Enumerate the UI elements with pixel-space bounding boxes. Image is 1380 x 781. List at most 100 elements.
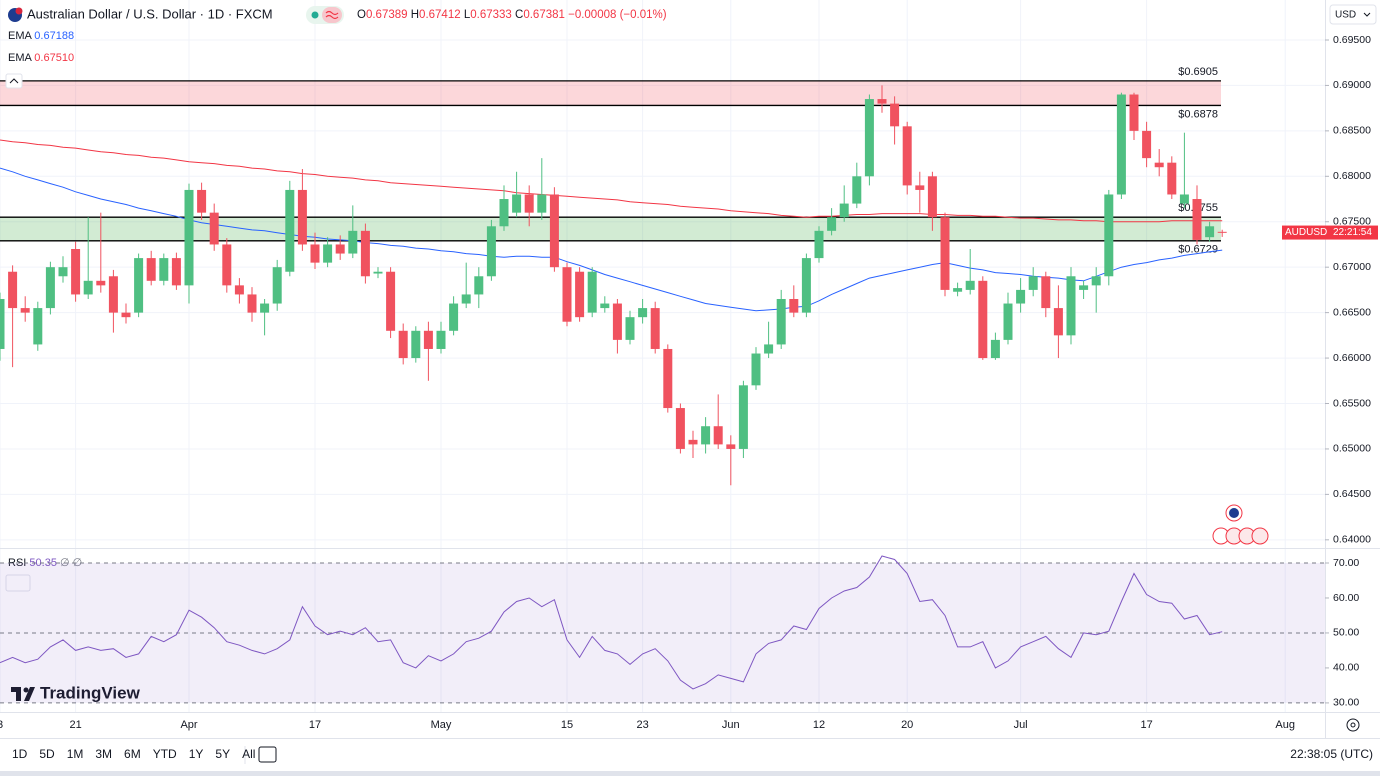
candle-body [247, 294, 257, 313]
x-tick-label: 12 [813, 719, 825, 731]
candle-body [738, 385, 748, 449]
rsi-params: ∅ ∅ [60, 557, 82, 569]
collapse-button[interactable] [5, 73, 23, 89]
ohlc-value: 0.67412 [419, 9, 461, 21]
timeframe-button[interactable]: YTD [153, 747, 177, 761]
rsi-band [0, 562, 1325, 703]
timeframe-button[interactable]: All [242, 747, 255, 761]
zone [0, 80, 1221, 106]
candle-body [373, 271, 383, 274]
candle-body [965, 280, 975, 290]
timeframe-button[interactable]: 5D [39, 747, 55, 761]
timeframe-button[interactable]: 5Y [215, 747, 230, 761]
rsi-tick-label: 70.00 [1333, 557, 1359, 569]
candle-body [512, 194, 522, 213]
candle-body [121, 312, 131, 318]
collapse-button[interactable] [5, 574, 31, 592]
currency: USD [1335, 10, 1356, 21]
event-flag [1251, 527, 1269, 545]
rsi-tick-label: 60.00 [1333, 592, 1359, 604]
y-tick-label: 0.67500 [1333, 216, 1371, 228]
candle-body [638, 308, 648, 318]
y-tick-label: 0.64500 [1333, 488, 1371, 500]
brand: TradingView [40, 683, 141, 702]
calendar-icon[interactable] [258, 746, 277, 763]
ohlc-readout: O0.67389 H0.67412 L0.67333 C0.67381 −0.0… [357, 9, 667, 21]
ema-label: EMA 0.67510 [8, 52, 74, 64]
symbol-title: Australian Dollar / U.S. Dollar · 1D · F… [27, 6, 273, 21]
ema-name: EMA [8, 52, 33, 64]
y-tick-label: 0.65000 [1333, 443, 1371, 455]
ema-line [0, 167, 1223, 312]
candle-body [902, 126, 912, 186]
candle-body [209, 212, 219, 245]
candle-body [1205, 226, 1215, 238]
candle-body [940, 217, 950, 290]
zone-label: $0.6905 [1178, 66, 1218, 78]
change: −0.00008 (−0.01%) [568, 9, 667, 21]
candle-body [726, 444, 736, 449]
candle-body [562, 267, 572, 322]
candle-body [864, 99, 874, 177]
candle-body [1154, 162, 1164, 168]
candle-body [814, 230, 824, 259]
candle-body [701, 426, 711, 445]
y-tick-label: 0.69500 [1333, 34, 1371, 46]
x-tick-label: Apr [180, 719, 197, 731]
price-tag-countdown: 22:21:54 [1333, 227, 1372, 238]
candle-body [675, 408, 685, 449]
candle-body [474, 276, 484, 295]
timeframe-button[interactable]: 1Y [189, 747, 204, 761]
y-tick-label: 0.68500 [1333, 125, 1371, 137]
candle-body [1217, 231, 1227, 233]
candle-body [612, 303, 622, 340]
zone-label: $0.6878 [1178, 108, 1218, 120]
candle-body [96, 280, 106, 286]
candle-body [1129, 94, 1139, 131]
candle-body [575, 271, 585, 318]
settings-icon[interactable] [1346, 718, 1360, 732]
zone [0, 217, 1221, 241]
x-tick-label: May [431, 719, 452, 731]
ohlc-value: 0.67381 [523, 9, 565, 21]
candle-body [915, 185, 925, 190]
timeframe-button[interactable]: 1M [67, 747, 84, 761]
brand-logo [11, 687, 35, 701]
ema-name: EMA [8, 30, 33, 42]
candle-body [650, 308, 660, 349]
candle-body [184, 189, 194, 286]
rsi-tick-label: 50.00 [1333, 627, 1359, 639]
toolbar [0, 738, 1380, 776]
status-icon [322, 7, 342, 23]
currency-dropdown[interactable] [1329, 4, 1377, 25]
ohlc-letter: C [515, 9, 523, 21]
timeframe-button[interactable]: 3M [95, 747, 112, 761]
candle-body [335, 244, 345, 254]
timeframe-button[interactable]: 1D [12, 747, 28, 761]
candle-body [386, 271, 396, 331]
candle-body [0, 298, 5, 349]
y-tick-label: 0.68000 [1333, 170, 1371, 182]
candle-body [33, 308, 43, 345]
y-tick-label: 0.67000 [1333, 261, 1371, 273]
candle-body [789, 298, 799, 313]
timeframe-button[interactable]: 6M [124, 747, 141, 761]
candle-body [587, 271, 597, 313]
market-open-dot [311, 11, 319, 19]
candle-body [222, 244, 232, 286]
brand-logo [23, 687, 29, 693]
x-tick-label: Jul [1014, 719, 1028, 731]
y-tick-label: 0.64000 [1333, 534, 1371, 546]
candle-body [537, 194, 547, 213]
x-tick-label: 17 [1140, 719, 1152, 731]
price-tag-symbol: AUDUSD [1285, 227, 1327, 238]
price-tag [1282, 225, 1378, 240]
candle-body [197, 189, 207, 213]
candle-body [688, 439, 698, 445]
y-tick-label: 0.66500 [1333, 306, 1371, 318]
event-flag [1229, 508, 1239, 518]
candle-body [1028, 276, 1038, 290]
